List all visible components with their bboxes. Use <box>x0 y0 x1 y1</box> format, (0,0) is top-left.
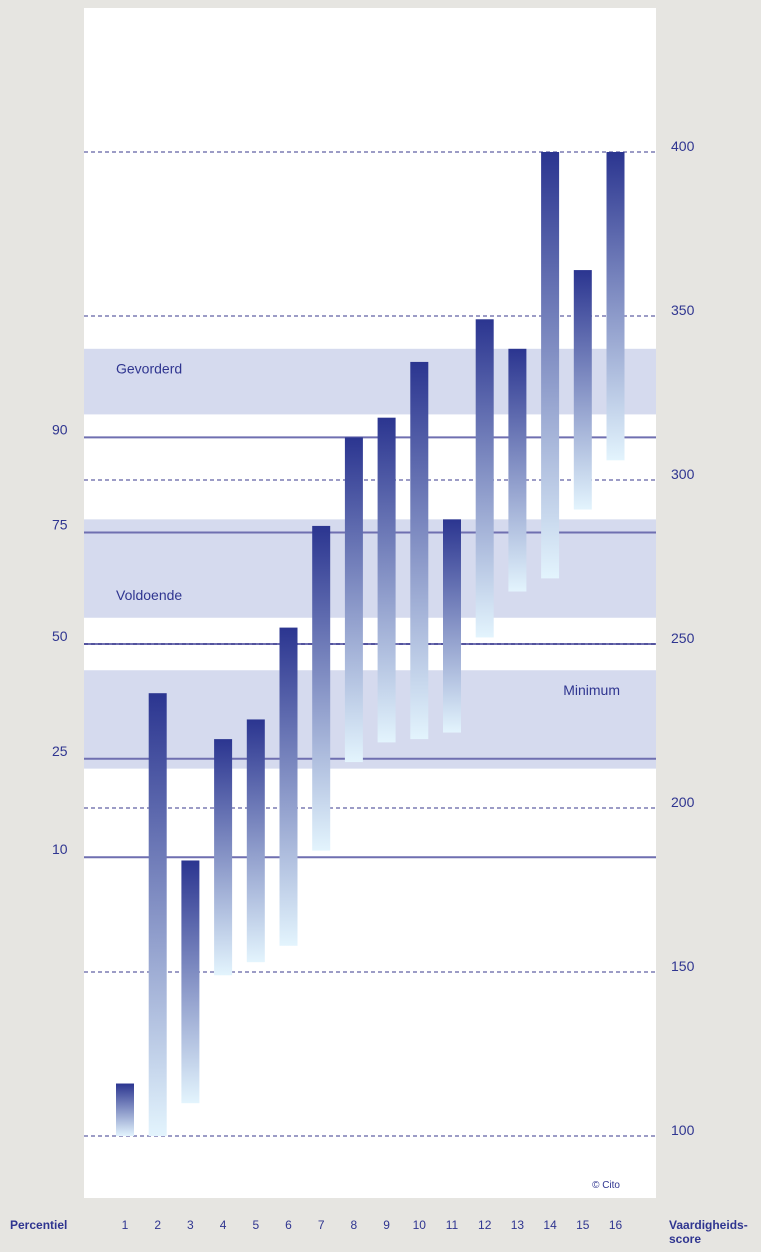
bands-layer <box>84 348 656 769</box>
score-tick-150: 150 <box>671 958 695 974</box>
category-label-14: 14 <box>543 1218 557 1232</box>
category-label-6: 6 <box>285 1218 292 1232</box>
score-tick-350: 350 <box>671 302 695 318</box>
left-axis-label: Percentiel <box>10 1218 67 1232</box>
band-label-voldoende: Voldoende <box>116 587 182 603</box>
bar-13 <box>508 348 527 592</box>
bar-12 <box>475 319 494 638</box>
category-label-1: 1 <box>122 1218 129 1232</box>
bars-layer <box>116 152 625 1136</box>
bar-16 <box>606 152 625 461</box>
band-voldoende <box>84 519 656 618</box>
bar-11 <box>443 519 461 733</box>
category-label-9: 9 <box>383 1218 390 1232</box>
percentile-tick-50: 50 <box>52 628 68 644</box>
bar-7 <box>312 525 331 851</box>
percentile-tick-75: 75 <box>52 516 68 532</box>
band-label-minimum: Minimum <box>563 682 620 698</box>
bar-14 <box>541 152 560 579</box>
category-label-5: 5 <box>252 1218 259 1232</box>
bar-10 <box>410 361 429 740</box>
band-gevorderd <box>84 348 656 415</box>
percentile-tick-10: 10 <box>52 841 68 857</box>
category-label-13: 13 <box>511 1218 525 1232</box>
category-label-11: 11 <box>446 1218 459 1232</box>
labels-layer: MinimumVoldoendeGevorderd102550759010015… <box>52 138 695 1232</box>
bar-5 <box>246 719 265 963</box>
category-label-8: 8 <box>351 1218 358 1232</box>
score-tick-300: 300 <box>671 466 695 482</box>
score-tick-250: 250 <box>671 630 695 646</box>
category-label-10: 10 <box>413 1218 427 1232</box>
score-tick-100: 100 <box>671 1122 695 1138</box>
percentile-tick-25: 25 <box>52 743 68 759</box>
category-label-4: 4 <box>220 1218 227 1232</box>
bar-4 <box>214 739 233 976</box>
bar-2 <box>148 693 167 1136</box>
right-axis-label-line1: Vaardigheids- <box>669 1218 748 1232</box>
score-tick-200: 200 <box>671 794 695 810</box>
band-minimum <box>84 670 656 769</box>
category-label-3: 3 <box>187 1218 194 1232</box>
grid-layer <box>84 151 656 1137</box>
category-label-16: 16 <box>609 1218 623 1232</box>
copyright: © Cito <box>592 1180 620 1191</box>
bar-1 <box>116 1083 134 1136</box>
bar-9 <box>377 417 396 743</box>
score-tick-400: 400 <box>671 138 695 154</box>
category-label-15: 15 <box>576 1218 590 1232</box>
category-label-7: 7 <box>318 1218 325 1232</box>
right-axis-label-line2: score <box>669 1232 701 1246</box>
bar-15 <box>573 270 592 510</box>
bar-3 <box>181 860 200 1104</box>
category-label-2: 2 <box>154 1218 161 1232</box>
percentile-tick-90: 90 <box>52 421 68 437</box>
band-label-gevorderd: Gevorderd <box>116 360 182 376</box>
bar-6 <box>279 627 298 946</box>
category-label-12: 12 <box>478 1218 492 1232</box>
bar-8 <box>344 437 363 763</box>
